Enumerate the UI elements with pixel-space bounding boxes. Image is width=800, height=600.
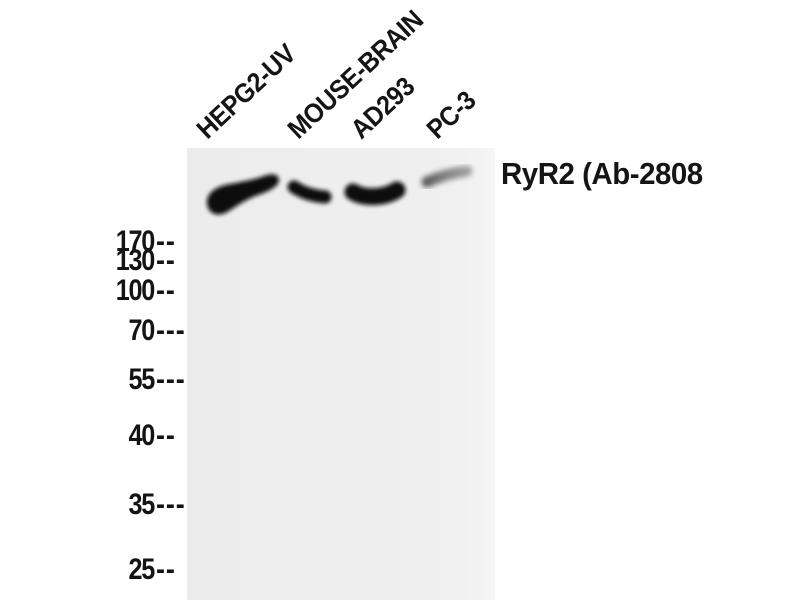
mw-marker-130: 130 -- bbox=[96, 244, 192, 277]
band-pc3 bbox=[421, 165, 473, 188]
mw-value: 25 bbox=[128, 553, 155, 586]
mw-marker-55: 55 --- bbox=[96, 363, 192, 396]
mw-tick-marks: -- bbox=[156, 244, 176, 277]
mw-tick-marks: -- bbox=[156, 225, 176, 258]
mw-value: 40 bbox=[128, 419, 155, 452]
mw-value: 170 bbox=[115, 225, 156, 258]
mw-marker-25: 25 -- bbox=[96, 553, 192, 586]
mw-value: 70 bbox=[128, 314, 155, 347]
mw-tick-marks: -- bbox=[156, 553, 176, 586]
mw-marker-40: 40 -- bbox=[96, 419, 192, 452]
mw-value: 100 bbox=[115, 274, 156, 307]
mw-tick-marks: --- bbox=[156, 363, 186, 396]
band-ad293 bbox=[344, 181, 406, 206]
mw-marker-70: 70 --- bbox=[96, 314, 192, 347]
mw-value: 55 bbox=[128, 363, 155, 396]
mw-tick-marks: --- bbox=[156, 314, 186, 347]
mw-value: 35 bbox=[128, 488, 155, 521]
band-hepg2-uv bbox=[206, 174, 279, 215]
band-mouse-brain bbox=[287, 180, 332, 204]
antibody-label: RyR2 (Ab-2808 bbox=[501, 156, 703, 191]
blot-membrane bbox=[187, 148, 495, 600]
mw-marker-170: 170 -- bbox=[96, 225, 192, 258]
mw-value: 130 bbox=[115, 244, 156, 277]
mw-marker-35: 35 --- bbox=[96, 488, 192, 521]
mw-marker-100: 100 -- bbox=[96, 274, 192, 307]
mw-tick-marks: -- bbox=[156, 419, 176, 452]
mw-tick-marks: -- bbox=[156, 274, 176, 307]
mw-tick-marks: --- bbox=[156, 488, 186, 521]
